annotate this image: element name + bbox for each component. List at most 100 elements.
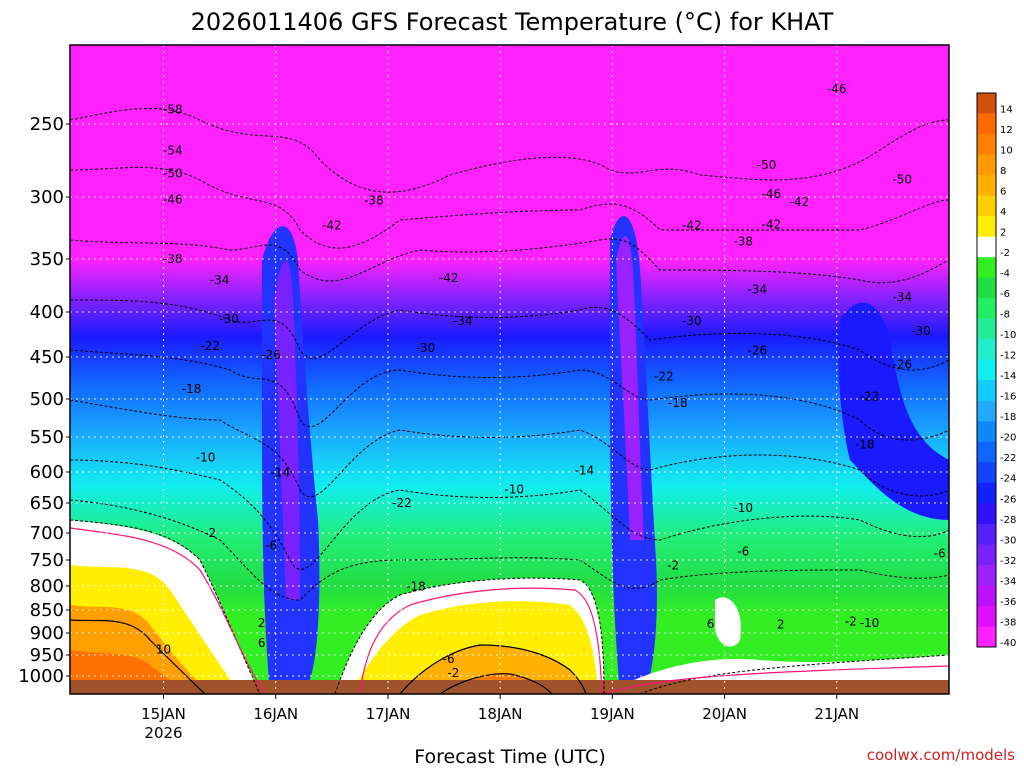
contour-label: -22 [860, 389, 880, 403]
contour-label: -50 [757, 158, 777, 172]
contour-label: -46 [762, 187, 782, 201]
colorbar-swatch [977, 482, 996, 504]
y-tick-label: 600 [30, 462, 64, 483]
colorbar-tick-label: -14 [1000, 371, 1016, 382]
freezing-contour [603, 665, 949, 694]
colorbar-swatch [977, 318, 996, 340]
ground-strip [70, 680, 949, 694]
colorbar-tick-label: -2 [1000, 248, 1010, 259]
colorbar-swatch [977, 195, 996, 217]
contour-label: -54 [163, 143, 183, 157]
x-tick-label: 17JAN [366, 705, 411, 723]
contour-label: -30 [416, 341, 436, 355]
contour-label: -38 [733, 235, 753, 249]
contour-label: -46 [827, 82, 847, 96]
chart-title: 2026011406 GFS Forecast Temperature (°C)… [191, 8, 834, 36]
y-tick-label: 450 [30, 347, 64, 368]
plot-area: -58-54-50-46-42-38-34-30-26-22-18-14-10-… [70, 45, 949, 694]
colorbar-swatch [977, 626, 996, 648]
contour-line [70, 349, 949, 441]
x-tick-label: 16JAN [253, 705, 298, 723]
y-tick-label: 500 [30, 389, 64, 410]
cold-trough-16jan-core [274, 260, 300, 600]
colorbar-tick-label: -8 [1000, 310, 1010, 321]
contour-label: -30 [219, 312, 239, 326]
x-tick-label: 18JAN [478, 705, 523, 723]
contour-label: -34 [892, 290, 912, 304]
x-axis-title: Forecast Time (UTC) [414, 746, 605, 768]
colorbar-tick-label: -18 [1000, 412, 1016, 423]
colorbar-tick-label: -36 [1000, 597, 1016, 608]
contour-label: -42 [439, 271, 459, 285]
colorbar-tick-label: -30 [1000, 535, 1016, 546]
x-tick-label: 20JAN [702, 705, 747, 723]
credit-link[interactable]: coolwx.com/models [867, 746, 1015, 764]
colorbar-swatch [977, 441, 996, 463]
colorbar-tick-label: -10 [1000, 330, 1016, 341]
contour-label: -42 [762, 217, 782, 231]
colorbar-swatch [977, 380, 996, 402]
colorbar-swatch [977, 175, 996, 197]
contour-label: -22 [654, 369, 674, 383]
y-tick-label: 900 [30, 623, 64, 644]
colorbar-swatch [977, 400, 996, 422]
x-tick-sublabel: 2026 [144, 724, 182, 742]
colorbar-swatch [977, 113, 996, 135]
colorbar-tick-label: -22 [1000, 453, 1016, 464]
contour-line [70, 167, 949, 249]
colorbar-tick-label: 10 [1000, 145, 1013, 156]
y-tick-label: 950 [30, 645, 64, 666]
contour-label: -34 [453, 314, 473, 328]
cold-pool-21jan [838, 302, 949, 520]
contour-line [70, 299, 949, 371]
contour-line [70, 499, 949, 601]
contour-label: -10 [196, 450, 216, 464]
contour-label: -14 [575, 464, 595, 478]
grid-lines [70, 45, 949, 694]
contour-label: -30 [682, 314, 702, 328]
y-tick-label: 700 [30, 523, 64, 544]
contour-label: -2 [667, 559, 679, 573]
colorbar-swatch [977, 421, 996, 443]
contour-label: -2 [845, 615, 857, 629]
colorbar-swatch [977, 216, 996, 238]
freezing-contour [359, 587, 603, 694]
colorbar-tick-label: -34 [1000, 576, 1016, 587]
y-tick-label: 800 [30, 576, 64, 597]
warm-contour [70, 619, 206, 694]
contour-label: -38 [364, 194, 384, 208]
colorbar-swatch [977, 585, 996, 607]
contour-label: -18 [855, 438, 875, 452]
contour-label: -6 [934, 547, 946, 561]
colorbar-tick-label: -20 [1000, 433, 1016, 444]
near-freezing-patch [715, 597, 741, 647]
contour-label: -10 [860, 616, 880, 630]
contour-label: 6 [707, 617, 715, 631]
colorbar-swatch [977, 93, 996, 115]
colorbar-tick-label: -40 [1000, 638, 1016, 649]
colorbar-tick-label: -16 [1000, 392, 1016, 403]
contour-label: -22 [200, 339, 220, 353]
contour-label: -18 [668, 396, 688, 410]
contour-label: -2 [447, 666, 459, 680]
freezing-lines [70, 527, 949, 694]
contour-label: -38 [163, 252, 183, 266]
colorbar-tick-label: 2 [1000, 228, 1006, 239]
contour-label: -46 [163, 192, 183, 206]
colorbar-tick-label: 12 [1000, 125, 1013, 136]
colorbar-swatch [977, 544, 996, 566]
colorbar-tick-label: -24 [1000, 474, 1016, 485]
contour-label: -6 [265, 538, 277, 552]
x-tick-label: 19JAN [590, 705, 635, 723]
x-tick-label: 21JAN [814, 705, 859, 723]
freezing-contour [70, 527, 266, 694]
warm-contours [70, 619, 587, 694]
colorbar-swatch [977, 564, 996, 586]
contour-label: -22 [392, 496, 412, 510]
colorbar-tick-label: -12 [1000, 351, 1016, 362]
contour-label: 2 [777, 618, 785, 632]
contour-label: -26 [747, 344, 767, 358]
contour-label: -34 [747, 283, 767, 297]
